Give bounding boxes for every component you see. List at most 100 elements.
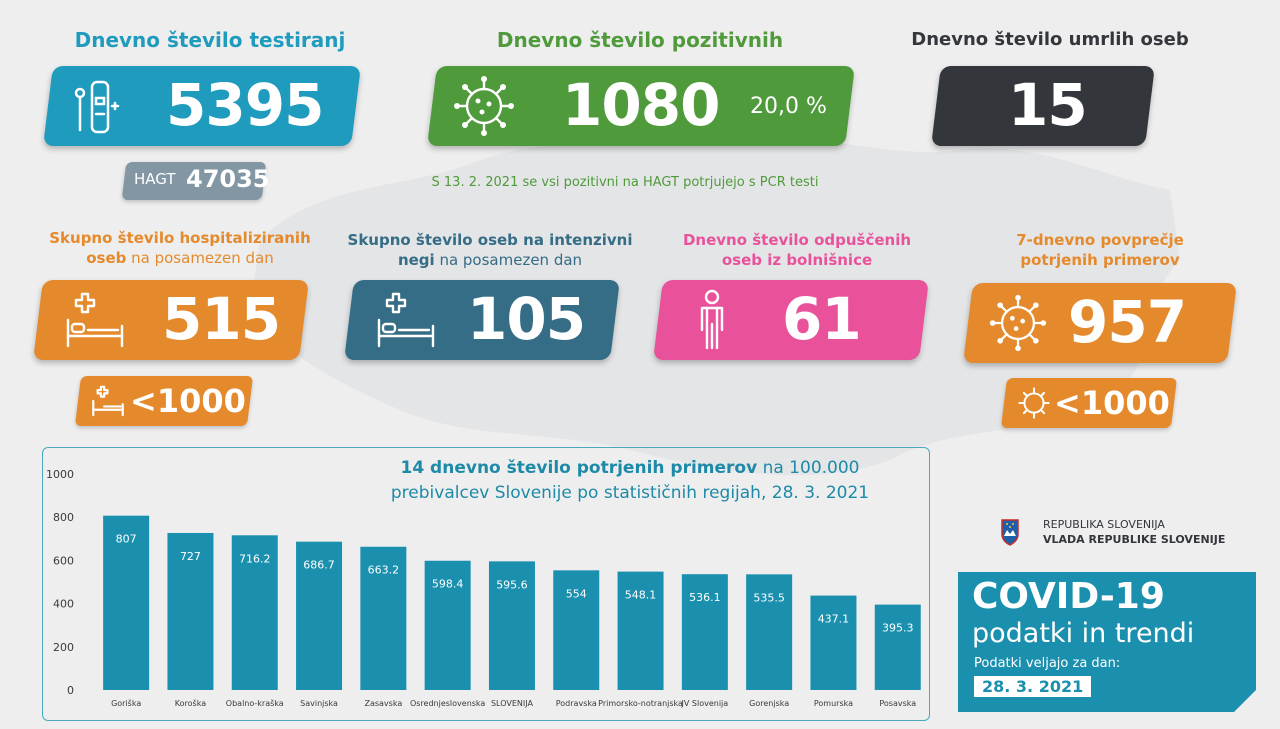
- bar-value-label: 595.6: [496, 578, 528, 591]
- hospitalized-caption: Skupno število hospitaliziranih oseb na …: [40, 228, 320, 268]
- deaths-value: 15: [1008, 71, 1087, 139]
- bar-value-label: 716.2: [239, 552, 271, 565]
- discharged-value: 61: [782, 285, 861, 353]
- virus-icon: [454, 76, 514, 136]
- chart-title-bold: 14 dnevno število potrjenih primerov: [400, 458, 758, 478]
- bar-value-label: 727: [180, 550, 201, 563]
- bar: [360, 546, 407, 690]
- positive-card: 1080 20,0 %: [427, 66, 855, 146]
- gov-line2: VLADA REPUBLIKE SLOVENIJE: [1043, 533, 1226, 546]
- x-tick-label: Savinjska: [300, 699, 338, 708]
- y-tick-label: 1000: [46, 468, 74, 481]
- x-tick-label: Gorenjska: [749, 699, 789, 708]
- discharged-card: 61: [653, 280, 929, 360]
- person-icon: [700, 289, 724, 350]
- hospitalized-caption-bold: Skupno število hospitaliziranih oseb: [49, 229, 311, 267]
- bar: [296, 541, 343, 690]
- x-tick-label: Primorsko-notranjska: [598, 699, 683, 708]
- hospital-bed-icon: [66, 292, 124, 348]
- positive-note: S 13. 2. 2021 se vsi pozitivni na HAGT p…: [431, 175, 819, 190]
- testing-card: 5395: [43, 66, 361, 146]
- avg7-caption: 7-dnevno povprečje potrjenih primerov: [1016, 231, 1184, 269]
- bar-value-label: 554: [566, 587, 587, 600]
- bar: [874, 604, 921, 690]
- y-tick-label: 800: [53, 511, 74, 524]
- bar-value-label: 548.1: [625, 589, 657, 602]
- hagt-label: HAGT: [134, 170, 176, 188]
- bar: [553, 570, 600, 690]
- discharged-caption: Dnevno število odpuščenih oseb iz bolniš…: [682, 231, 912, 269]
- positive-value: 1080: [562, 71, 720, 139]
- testing-value: 5395: [166, 71, 324, 139]
- covid-date: 28. 3. 2021: [974, 676, 1092, 697]
- y-tick-label: 400: [53, 598, 74, 611]
- hospitalized-threshold-value: <1000: [130, 382, 246, 420]
- bar: [681, 574, 728, 690]
- bar: [746, 574, 793, 690]
- chart-title: 14 dnevno število potrjenih primerov na …: [350, 456, 910, 506]
- x-tick-label: Obalno-kraška: [226, 698, 284, 708]
- covid-subtitle: podatki in trendi: [972, 618, 1195, 649]
- gov-line1: REPUBLIKA SLOVENIJA: [1043, 518, 1165, 531]
- x-tick-label: Podravska: [556, 699, 597, 708]
- icu-value: 105: [467, 285, 586, 353]
- bar: [167, 532, 214, 690]
- virus-icon-avg: [989, 294, 1047, 352]
- bar: [488, 561, 535, 690]
- bar: [231, 535, 278, 690]
- positive-percent: 20,0 %: [750, 94, 827, 119]
- chart-title-rest: na 100.000 prebivalcev Slovenije po stat…: [390, 458, 870, 503]
- hospital-bed-small-icon: [92, 385, 124, 417]
- bar-value-label: 535.5: [753, 591, 785, 604]
- deaths-title: Dnevno število umrlih oseb: [911, 29, 1189, 50]
- icu-bed-icon: [377, 292, 435, 348]
- y-tick-label: 200: [53, 641, 74, 654]
- hospitalized-card: 515: [33, 280, 309, 360]
- hospitalized-threshold: <1000: [74, 376, 254, 426]
- x-tick-label: Zasavska: [364, 699, 402, 708]
- chart-panel: [42, 447, 930, 721]
- bar: [103, 515, 150, 690]
- test-kit-icon: [74, 80, 120, 134]
- icu-caption-thin: na posamezen dan: [434, 251, 583, 269]
- bar-value-label: 663.2: [368, 564, 400, 577]
- bar-value-label: 395.3: [882, 622, 914, 635]
- bar-value-label: 686.7: [303, 559, 335, 572]
- bar: [424, 560, 471, 690]
- x-tick-label: Pomurska: [814, 699, 853, 708]
- bar-value-label: 536.1: [689, 591, 721, 604]
- y-tick-label: 0: [67, 684, 74, 697]
- hagt-badge: HAGT 47035: [121, 162, 270, 200]
- avg7-card: 957: [963, 283, 1237, 363]
- bar-value-label: 437.1: [818, 613, 850, 626]
- coat-of-arms-icon: [1001, 519, 1019, 546]
- x-tick-label: Osrednjeslovenska: [410, 699, 485, 708]
- hospitalized-value: 515: [162, 285, 281, 353]
- icu-caption: Skupno število oseb na intenzivni negi n…: [345, 230, 635, 270]
- bar-chart: 0 200 400 600 800 1000 807 Goriška 727 Koroška 716…: [46, 468, 921, 708]
- x-tick-label: Posavska: [879, 699, 916, 708]
- icu-caption-bold: Skupno število oseb na intenzivni negi: [347, 231, 633, 269]
- avg7-value: 957: [1068, 288, 1187, 356]
- covid-title: COVID-19: [972, 576, 1165, 617]
- virus-small-icon: [1018, 387, 1050, 419]
- hospitalized-caption-thin: na posamezen dan: [126, 249, 274, 267]
- avg7-threshold: <1000: [1000, 378, 1178, 428]
- testing-title: Dnevno število testiranj: [74, 28, 346, 52]
- bar: [617, 571, 664, 690]
- y-tick-label: 600: [53, 554, 74, 567]
- icu-card: 105: [344, 280, 620, 360]
- avg7-threshold-value: <1000: [1054, 384, 1170, 422]
- bar: [810, 595, 857, 690]
- x-tick-label: Koroška: [175, 698, 206, 708]
- covid-info-box: COVID-19 podatki in trendi Podatki velja…: [958, 572, 1256, 712]
- bar-value-label: 807: [116, 533, 137, 546]
- x-tick-label: Goriška: [111, 698, 141, 708]
- positive-title: Dnevno število pozitivnih: [496, 28, 784, 52]
- covid-valid-label: Podatki veljajo za dan:: [974, 656, 1121, 671]
- covid-box-corner: [1234, 690, 1256, 712]
- x-tick-label: JV Slovenija: [681, 699, 729, 708]
- bar-value-label: 598.4: [432, 578, 464, 591]
- x-tick-label: SLOVENIJA: [491, 699, 533, 708]
- deaths-card: 15: [931, 66, 1155, 146]
